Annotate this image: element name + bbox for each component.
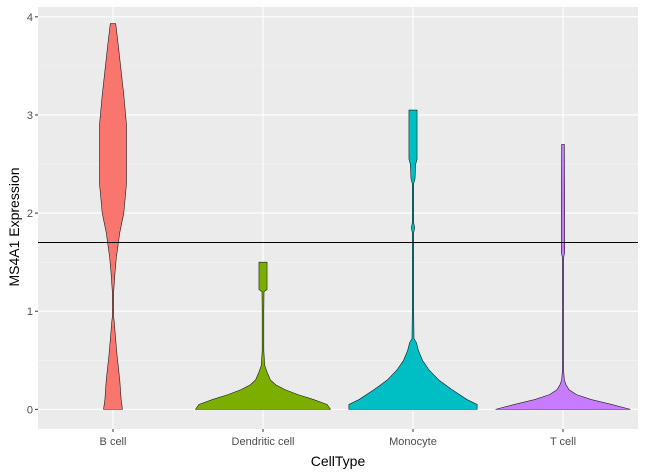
y-tick-label: 0 <box>27 404 33 416</box>
x-tick-label: Monocyte <box>389 436 437 448</box>
x-tick-label: Dendritic cell <box>232 436 295 448</box>
x-axis-title: CellType <box>311 453 366 469</box>
y-tick-label: 2 <box>27 208 33 220</box>
violin-t-cell <box>495 144 631 410</box>
y-tick-label: 1 <box>27 306 33 318</box>
y-axis-title: MS4A1 Expression <box>6 167 22 286</box>
violins-group <box>38 23 638 410</box>
y-tick-label: 4 <box>27 12 33 24</box>
violin-b-cell <box>99 23 127 410</box>
x-tick-label: B cell <box>100 436 127 448</box>
violin-dendritic-cell <box>194 261 332 410</box>
axes-group: 0 1 2 3 4 B cell Dendritic cell Monocyte T cell <box>27 12 576 448</box>
panel-background <box>38 7 638 429</box>
violin-monocyte <box>348 109 478 410</box>
y-tick-label: 3 <box>27 110 33 122</box>
plot-panel <box>38 7 638 429</box>
x-tick-label: T cell <box>550 436 576 448</box>
